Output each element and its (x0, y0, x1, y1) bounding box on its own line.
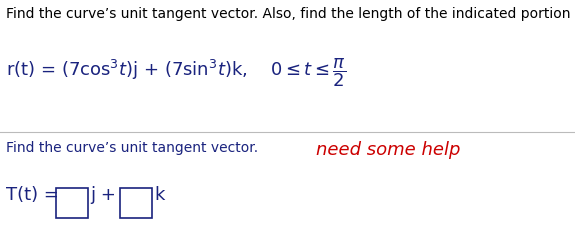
Text: Find the curve’s unit tangent vector.: Find the curve’s unit tangent vector. (6, 141, 258, 155)
Text: T(t) =: T(t) = (6, 186, 64, 204)
Text: need some help: need some help (316, 141, 461, 159)
Text: Find the curve’s unit tangent vector. Also, find the length of the indicated por: Find the curve’s unit tangent vector. Al… (6, 7, 575, 21)
FancyBboxPatch shape (56, 188, 88, 218)
Text: k: k (154, 186, 164, 204)
Text: j +: j + (90, 186, 116, 204)
Text: r(t) = $\left(7\cos^3\!t\right)$j + $\left(7\sin^3\!t\right)$k,    $0\leq t\leq\: r(t) = $\left(7\cos^3\!t\right)$j + $\le… (6, 57, 346, 89)
FancyBboxPatch shape (120, 188, 152, 218)
